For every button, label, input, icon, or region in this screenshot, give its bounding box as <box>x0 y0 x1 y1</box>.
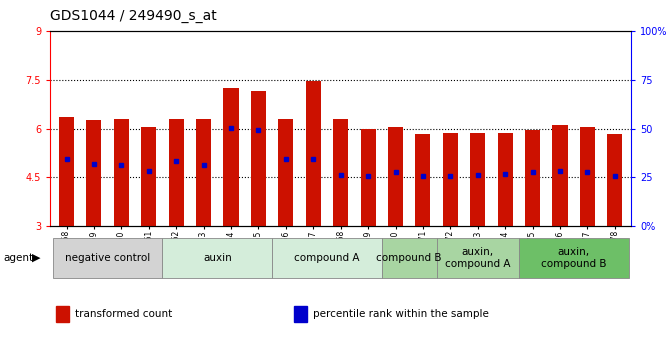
Bar <box>168 119 184 226</box>
Bar <box>306 81 321 226</box>
Bar <box>525 130 540 226</box>
Text: ▶: ▶ <box>32 253 41 263</box>
Text: agent: agent <box>3 253 33 263</box>
Bar <box>382 238 437 278</box>
Bar <box>519 238 629 278</box>
Bar <box>552 125 568 226</box>
Text: compound B: compound B <box>377 253 442 263</box>
Text: percentile rank within the sample: percentile rank within the sample <box>313 309 489 319</box>
Bar <box>580 127 595 226</box>
Text: negative control: negative control <box>65 253 150 263</box>
Bar <box>162 238 272 278</box>
Bar <box>294 306 307 322</box>
Bar <box>607 134 623 226</box>
Text: auxin,
compound A: auxin, compound A <box>445 247 510 269</box>
Text: auxin,
compound B: auxin, compound B <box>541 247 607 269</box>
Bar <box>279 119 293 226</box>
Text: GDS1044 / 249490_s_at: GDS1044 / 249490_s_at <box>50 9 217 23</box>
Bar <box>272 238 382 278</box>
Bar <box>59 117 74 226</box>
Bar <box>251 91 266 226</box>
Bar <box>196 119 211 226</box>
Bar <box>224 88 238 226</box>
Bar <box>437 238 519 278</box>
Text: transformed count: transformed count <box>75 309 172 319</box>
Bar <box>86 120 102 226</box>
Bar <box>443 134 458 226</box>
Text: auxin: auxin <box>203 253 232 263</box>
Bar <box>114 119 129 226</box>
Bar <box>415 134 430 226</box>
Bar <box>53 238 162 278</box>
Bar <box>470 134 485 226</box>
Bar <box>388 127 403 226</box>
Bar <box>498 134 513 226</box>
Bar <box>361 129 375 226</box>
Bar <box>333 119 348 226</box>
Bar <box>56 306 69 322</box>
Bar <box>141 127 156 226</box>
Text: compound A: compound A <box>294 253 360 263</box>
